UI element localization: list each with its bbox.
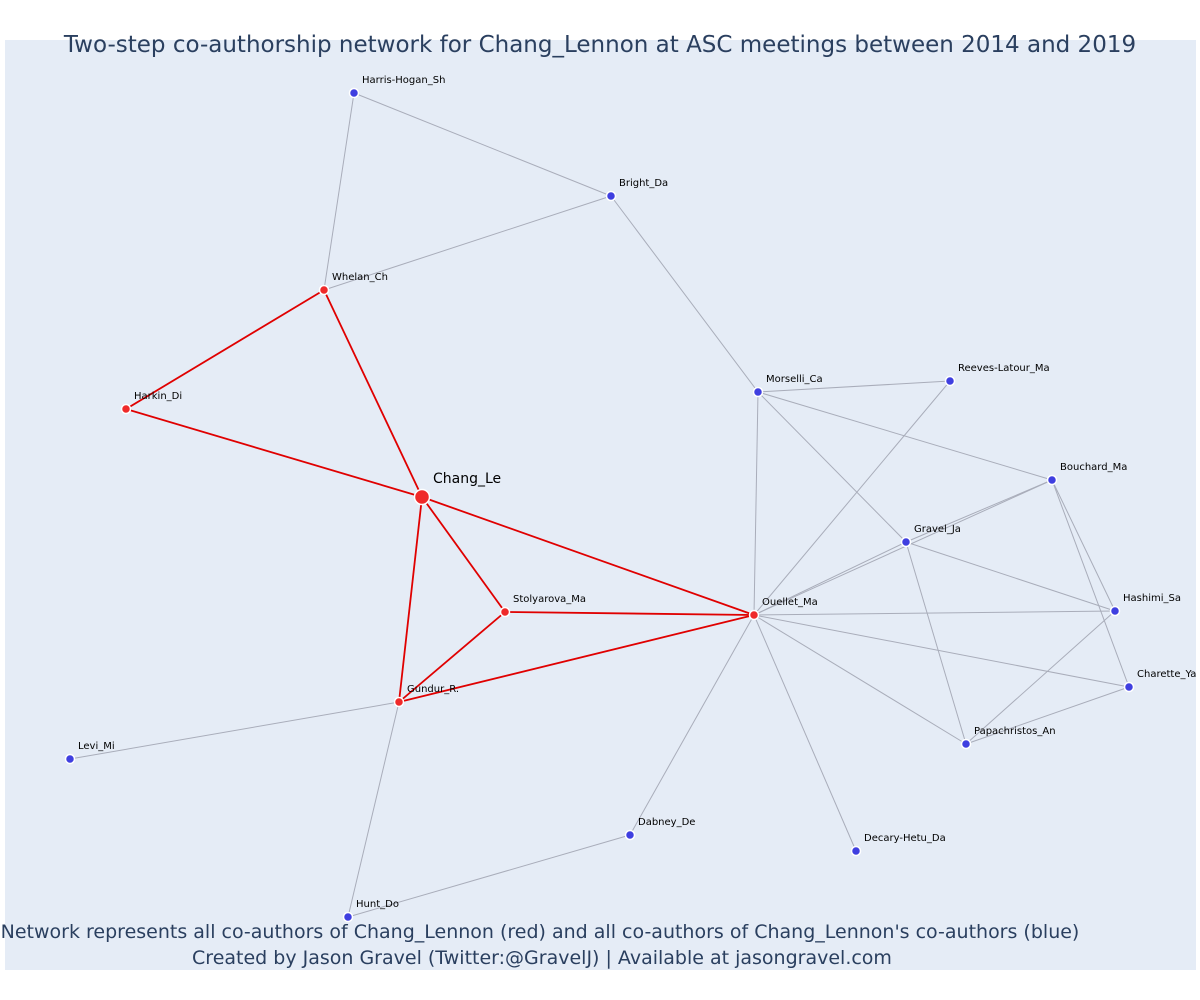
nodes-layer xyxy=(64,87,1135,923)
node-Gundur_R.[interactable] xyxy=(393,696,405,708)
edge-Dabney_De-Hunt_Do xyxy=(347,834,631,918)
edge-Ouellet_Ma-Hashimi_Sa xyxy=(753,610,1116,616)
node-Reeves-Latour_Ma[interactable] xyxy=(944,375,956,387)
edge-Reeves-Latour_Ma-Ouellet_Ma xyxy=(753,380,951,616)
node-label-Chang_Le: Chang_Le xyxy=(433,471,501,487)
node-label-Harris-Hogan_Sh: Harris-Hogan_Sh xyxy=(362,75,445,86)
edge-Chang_Le-Harkin_Di xyxy=(125,408,423,498)
edge-Ouellet_Ma-Dabney_De xyxy=(629,614,755,836)
edge-Harris-Hogan_Sh-Bright_Da xyxy=(353,92,612,197)
edge-Gravel_Ja-Papachristos_An xyxy=(905,541,967,745)
node-Decary-Hetu_Da[interactable] xyxy=(850,845,862,857)
edges-layer xyxy=(69,92,1130,918)
node-Gravel_Ja[interactable] xyxy=(900,536,912,548)
node-label-Decary-Hetu_Da: Decary-Hetu_Da xyxy=(864,833,946,844)
edge-Gravel_Ja-Hashimi_Sa xyxy=(905,541,1116,612)
node-label-Gravel_Ja: Gravel_Ja xyxy=(914,524,961,535)
node-label-Hashimi_Sa: Hashimi_Sa xyxy=(1123,593,1181,604)
caption-line-2: Created by Jason Gravel (Twitter:@Gravel… xyxy=(192,947,892,969)
edge-Chang_Le-Gundur_R. xyxy=(398,496,423,703)
edge-Gravel_Ja-Ouellet_Ma xyxy=(753,541,907,616)
edge-Morselli_Ca-Bouchard_Ma xyxy=(757,391,1053,481)
node-Harris-Hogan_Sh[interactable] xyxy=(348,87,360,99)
node-Levi_Mi[interactable] xyxy=(64,753,76,765)
node-Harkin_Di[interactable] xyxy=(120,403,132,415)
node-label-Reeves-Latour_Ma: Reeves-Latour_Ma xyxy=(958,363,1050,374)
node-label-Charette_Ya: Charette_Ya xyxy=(1137,669,1196,680)
edge-Stolyarova_Ma-Gundur_R. xyxy=(398,611,506,703)
edge-Bouchard_Ma-Gravel_Ja xyxy=(905,479,1053,543)
node-label-Dabney_De: Dabney_De xyxy=(638,817,695,828)
node-label-Hunt_Do: Hunt_Do xyxy=(356,899,399,910)
edge-Bright_Da-Whelan_Ch xyxy=(323,195,612,291)
edge-Ouellet_Ma-Papachristos_An xyxy=(753,614,967,745)
edge-Gundur_R.-Ouellet_Ma xyxy=(398,614,755,703)
node-Charette_Ya[interactable] xyxy=(1123,681,1135,693)
edge-Whelan_Ch-Harkin_Di xyxy=(125,289,325,410)
node-Dabney_De[interactable] xyxy=(624,829,636,841)
node-label-Bright_Da: Bright_Da xyxy=(619,178,668,189)
node-label-Gundur_R.: Gundur_R. xyxy=(407,684,459,695)
node-Hunt_Do[interactable] xyxy=(342,911,354,923)
edge-Bright_Da-Morselli_Ca xyxy=(610,195,759,393)
node-label-Papachristos_An: Papachristos_An xyxy=(974,726,1056,737)
node-Hashimi_Sa[interactable] xyxy=(1109,605,1121,617)
edge-Charette_Ya-Papachristos_An xyxy=(965,686,1130,745)
node-Ouellet_Ma[interactable] xyxy=(748,609,760,621)
chart-title: Two-step co-authorship network for Chang… xyxy=(63,32,1136,58)
node-label-Ouellet_Ma: Ouellet_Ma xyxy=(762,597,818,608)
node-Bright_Da[interactable] xyxy=(605,190,617,202)
node-label-Levi_Mi: Levi_Mi xyxy=(78,741,115,752)
edge-Bouchard_Ma-Charette_Ya xyxy=(1051,479,1130,688)
edge-Chang_Le-Whelan_Ch xyxy=(323,289,423,498)
node-Whelan_Ch[interactable] xyxy=(318,284,330,296)
edge-Ouellet_Ma-Decary-Hetu_Da xyxy=(753,614,857,852)
edge-Harris-Hogan_Sh-Whelan_Ch xyxy=(323,92,355,291)
edge-Morselli_Ca-Gravel_Ja xyxy=(757,391,907,543)
node-label-Stolyarova_Ma: Stolyarova_Ma xyxy=(513,594,586,605)
edge-Gundur_R.-Hunt_Do xyxy=(347,701,400,918)
node-Papachristos_An[interactable] xyxy=(960,738,972,750)
edge-Chang_Le-Stolyarova_Ma xyxy=(421,496,506,613)
node-Bouchard_Ma[interactable] xyxy=(1046,474,1058,486)
edge-Chang_Le-Ouellet_Ma xyxy=(421,496,755,616)
node-Stolyarova_Ma[interactable] xyxy=(499,606,511,618)
edge-Morselli_Ca-Ouellet_Ma xyxy=(753,391,759,616)
node-label-Whelan_Ch: Whelan_Ch xyxy=(332,272,388,283)
node-label-Morselli_Ca: Morselli_Ca xyxy=(766,374,823,385)
edge-Bouchard_Ma-Ouellet_Ma xyxy=(753,479,1053,616)
edge-Gundur_R.-Levi_Mi xyxy=(69,701,400,760)
plot-background xyxy=(5,40,1196,970)
node-Chang_Le[interactable] xyxy=(413,488,431,506)
edge-Stolyarova_Ma-Ouellet_Ma xyxy=(504,611,755,616)
edge-Bouchard_Ma-Hashimi_Sa xyxy=(1051,479,1116,612)
edge-Ouellet_Ma-Charette_Ya xyxy=(753,614,1130,688)
node-label-Harkin_Di: Harkin_Di xyxy=(134,391,182,402)
edge-Morselli_Ca-Reeves-Latour_Ma xyxy=(757,380,951,393)
node-label-Bouchard_Ma: Bouchard_Ma xyxy=(1060,462,1127,473)
caption-line-1: Network represents all co-authors of Cha… xyxy=(1,921,1080,943)
edge-Hashimi_Sa-Papachristos_An xyxy=(965,610,1116,745)
node-Morselli_Ca[interactable] xyxy=(752,386,764,398)
labels-layer: Chang_Le Whelan_Ch Harkin_Di Stolyarova_Ma G… xyxy=(78,75,1196,910)
